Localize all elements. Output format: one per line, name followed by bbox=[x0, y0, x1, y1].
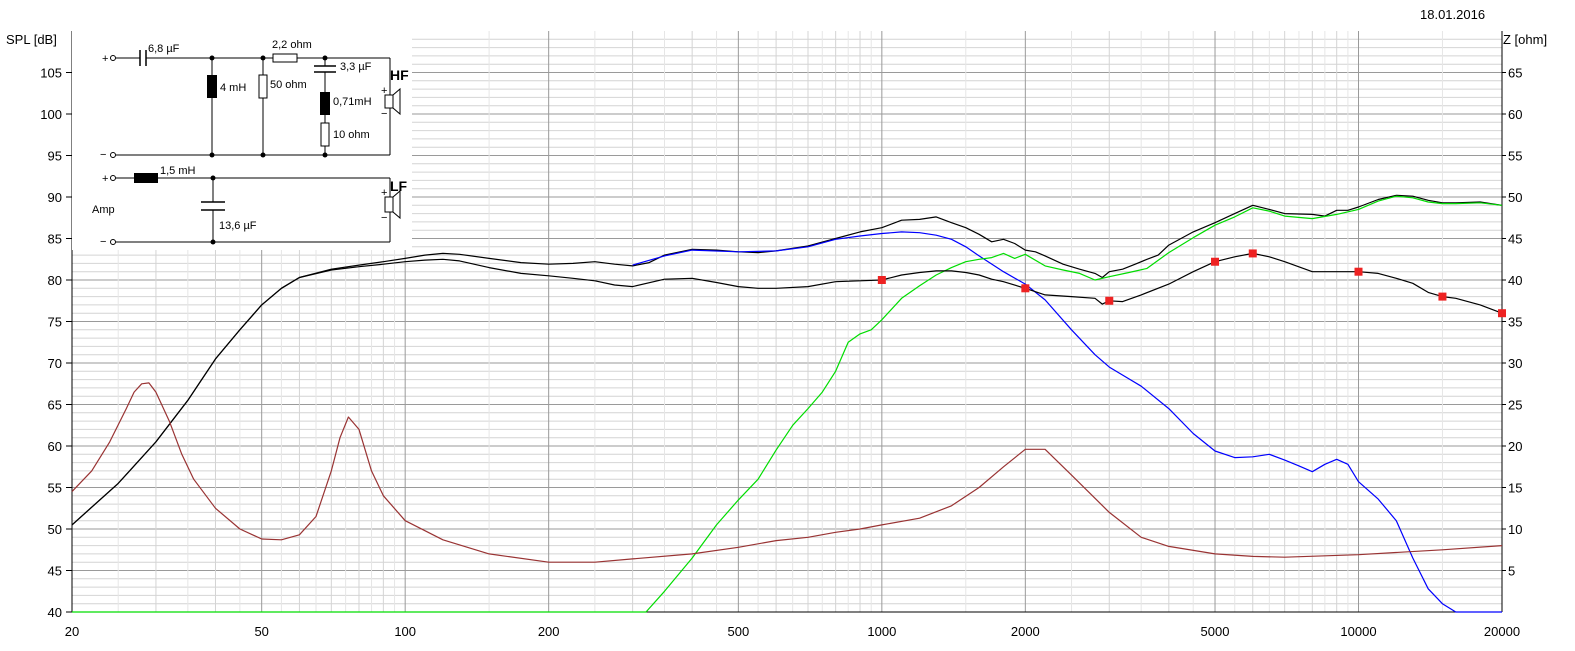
y-right-tick-label: 25 bbox=[1508, 398, 1522, 413]
hf-minus-label: − bbox=[100, 149, 106, 161]
lf-label: LF bbox=[390, 178, 408, 194]
y-right-tick-label: 20 bbox=[1508, 439, 1522, 454]
hf-res2-label: 10 ohm bbox=[333, 129, 370, 141]
y-right-tick-label: 50 bbox=[1508, 190, 1522, 205]
y-right-tick-label: 55 bbox=[1508, 149, 1522, 164]
series-line-2 bbox=[72, 195, 1503, 613]
y-left-tick-label: 100 bbox=[40, 107, 62, 122]
hf-spk-plus: + bbox=[381, 85, 387, 97]
y-right-tick-label: 65 bbox=[1508, 66, 1522, 81]
y-right-tick-label: 60 bbox=[1508, 107, 1522, 122]
lf-minus-label: − bbox=[100, 236, 106, 248]
chart-series bbox=[71, 194, 1506, 613]
series-line-1 bbox=[632, 231, 1502, 613]
lf-spk-minus: − bbox=[381, 212, 387, 224]
x-tick-label: 100 bbox=[394, 624, 416, 639]
date-label: 18.01.2016 bbox=[1420, 7, 1485, 22]
hf-label: HF bbox=[390, 67, 409, 83]
x-tick-label: 20 bbox=[65, 624, 79, 639]
y-axis-left-label: SPL [dB] bbox=[6, 32, 57, 47]
y-left-tick-label: 65 bbox=[48, 398, 62, 413]
y-left-tick-label: 55 bbox=[48, 481, 62, 496]
y-left-tick-label: 95 bbox=[48, 149, 62, 164]
series-line-3 bbox=[71, 252, 1503, 526]
lf-spk-plus: + bbox=[381, 187, 387, 199]
hf-plus-label: + bbox=[102, 53, 108, 65]
series-line-4 bbox=[71, 382, 1503, 563]
y-right-tick-label: 10 bbox=[1508, 522, 1522, 537]
x-tick-label: 500 bbox=[727, 624, 749, 639]
y-left-tick-label: 85 bbox=[48, 232, 62, 247]
y-left-tick-label: 45 bbox=[48, 564, 62, 579]
y-left-tick-label: 80 bbox=[48, 273, 62, 288]
x-tick-label: 2000 bbox=[1011, 624, 1040, 639]
lf-ind-label: 1,5 mH bbox=[160, 165, 196, 177]
amp-label: Amp bbox=[92, 204, 115, 216]
lf-speaker-icon bbox=[384, 189, 401, 220]
data-marker bbox=[1354, 267, 1363, 276]
x-tick-label: 5000 bbox=[1201, 624, 1230, 639]
data-marker bbox=[1211, 257, 1220, 266]
hf-ind2-label: 0,71mH bbox=[333, 96, 372, 108]
hf-ind1-label: 4 mH bbox=[220, 82, 246, 94]
data-marker bbox=[1498, 309, 1506, 318]
data-marker bbox=[1021, 284, 1030, 293]
x-tick-label: 20000 bbox=[1484, 624, 1520, 639]
hf-cap2-label: 3,3 µF bbox=[340, 61, 372, 73]
schematic-background bbox=[72, 30, 412, 250]
axis-ticks: 40 45 50 55 60 65 70 75 80 85 90 95 100 105 5 10 15 20 25 3… bbox=[40, 66, 1522, 640]
y-left-tick-label: 75 bbox=[48, 315, 62, 330]
x-tick-label: 50 bbox=[254, 624, 268, 639]
crossover-schematic: 6,8 µF 2,2 ohm 3,3 µF 4 mH 50 ohm 0,71mH… bbox=[72, 30, 412, 250]
y-right-tick-label: 5 bbox=[1508, 564, 1515, 579]
x-tick-label: 1000 bbox=[867, 624, 896, 639]
lf-cap-label: 13,6 µF bbox=[219, 220, 257, 232]
data-marker bbox=[1105, 296, 1114, 305]
y-right-tick-label: 30 bbox=[1508, 356, 1522, 371]
y-right-tick-label: 40 bbox=[1508, 273, 1522, 288]
data-marker bbox=[1248, 249, 1257, 258]
y-left-tick-label: 50 bbox=[48, 522, 62, 537]
y-right-tick-label: 45 bbox=[1508, 232, 1522, 247]
hf-cap1-label: 6,8 µF bbox=[148, 43, 180, 55]
hf-spk-minus: − bbox=[381, 108, 387, 120]
x-tick-label: 10000 bbox=[1340, 624, 1376, 639]
y-left-tick-label: 40 bbox=[48, 605, 62, 620]
data-marker bbox=[877, 276, 886, 284]
y-right-tick-label: 15 bbox=[1508, 481, 1522, 496]
hf-speaker-icon bbox=[384, 87, 401, 116]
hf-res1-label: 2,2 ohm bbox=[272, 39, 312, 51]
x-tick-label: 200 bbox=[538, 624, 560, 639]
data-marker bbox=[1438, 292, 1447, 301]
y-left-tick-label: 60 bbox=[48, 439, 62, 454]
y-right-tick-label: 35 bbox=[1508, 315, 1522, 330]
hf-res-shunt-label: 50 ohm bbox=[270, 79, 307, 91]
y-axis-right-label: Z [ohm] bbox=[1503, 32, 1547, 47]
y-left-tick-label: 105 bbox=[40, 66, 62, 81]
lf-plus-label: + bbox=[102, 173, 108, 185]
y-left-tick-label: 70 bbox=[48, 356, 62, 371]
y-left-tick-label: 90 bbox=[48, 190, 62, 205]
series-line-0 bbox=[71, 194, 1503, 526]
